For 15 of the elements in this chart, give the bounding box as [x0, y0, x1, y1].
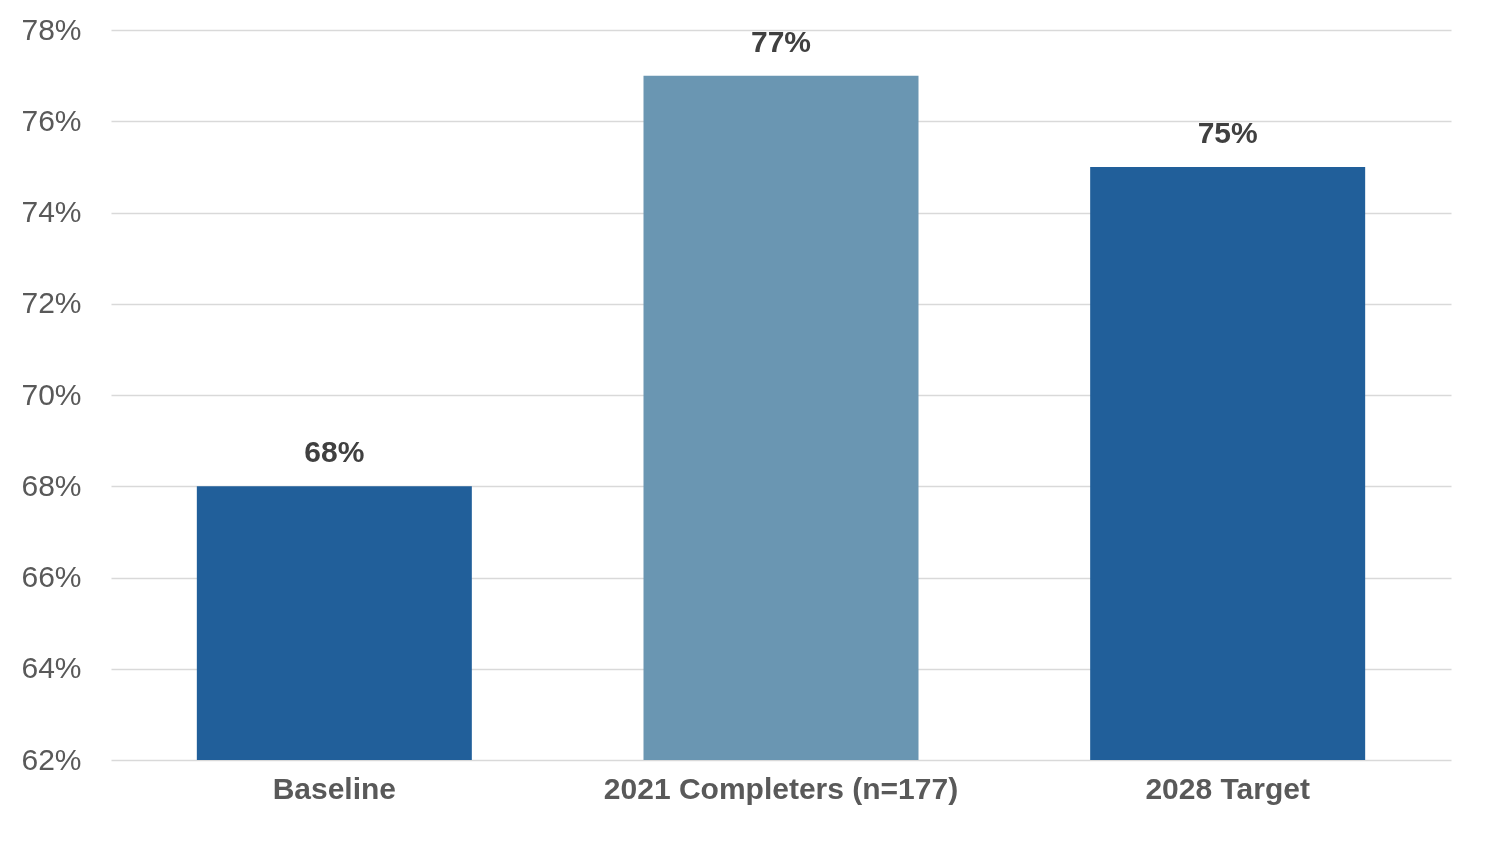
data-label: 77%	[750, 24, 812, 58]
x-tick-label: 2028 Target	[1145, 771, 1310, 805]
y-tick-label: 62%	[21, 742, 82, 776]
y-tick-label: 72%	[21, 286, 82, 320]
data-label: 68%	[304, 435, 365, 469]
y-tick-label: 76%	[21, 103, 82, 137]
y-tick-label: 66%	[21, 560, 82, 593]
x-tick-label: 2021 Completers (n=177)	[603, 771, 959, 805]
data-label: 75%	[1197, 115, 1258, 149]
x-tick-label: Baseline	[272, 771, 397, 805]
y-tick-label: 68%	[21, 468, 82, 502]
y-tick-label: 74%	[21, 195, 82, 228]
y-tick-label: 70%	[21, 377, 82, 411]
y-tick-label: 78%	[21, 12, 82, 46]
y-tick-label: 64%	[21, 651, 82, 685]
